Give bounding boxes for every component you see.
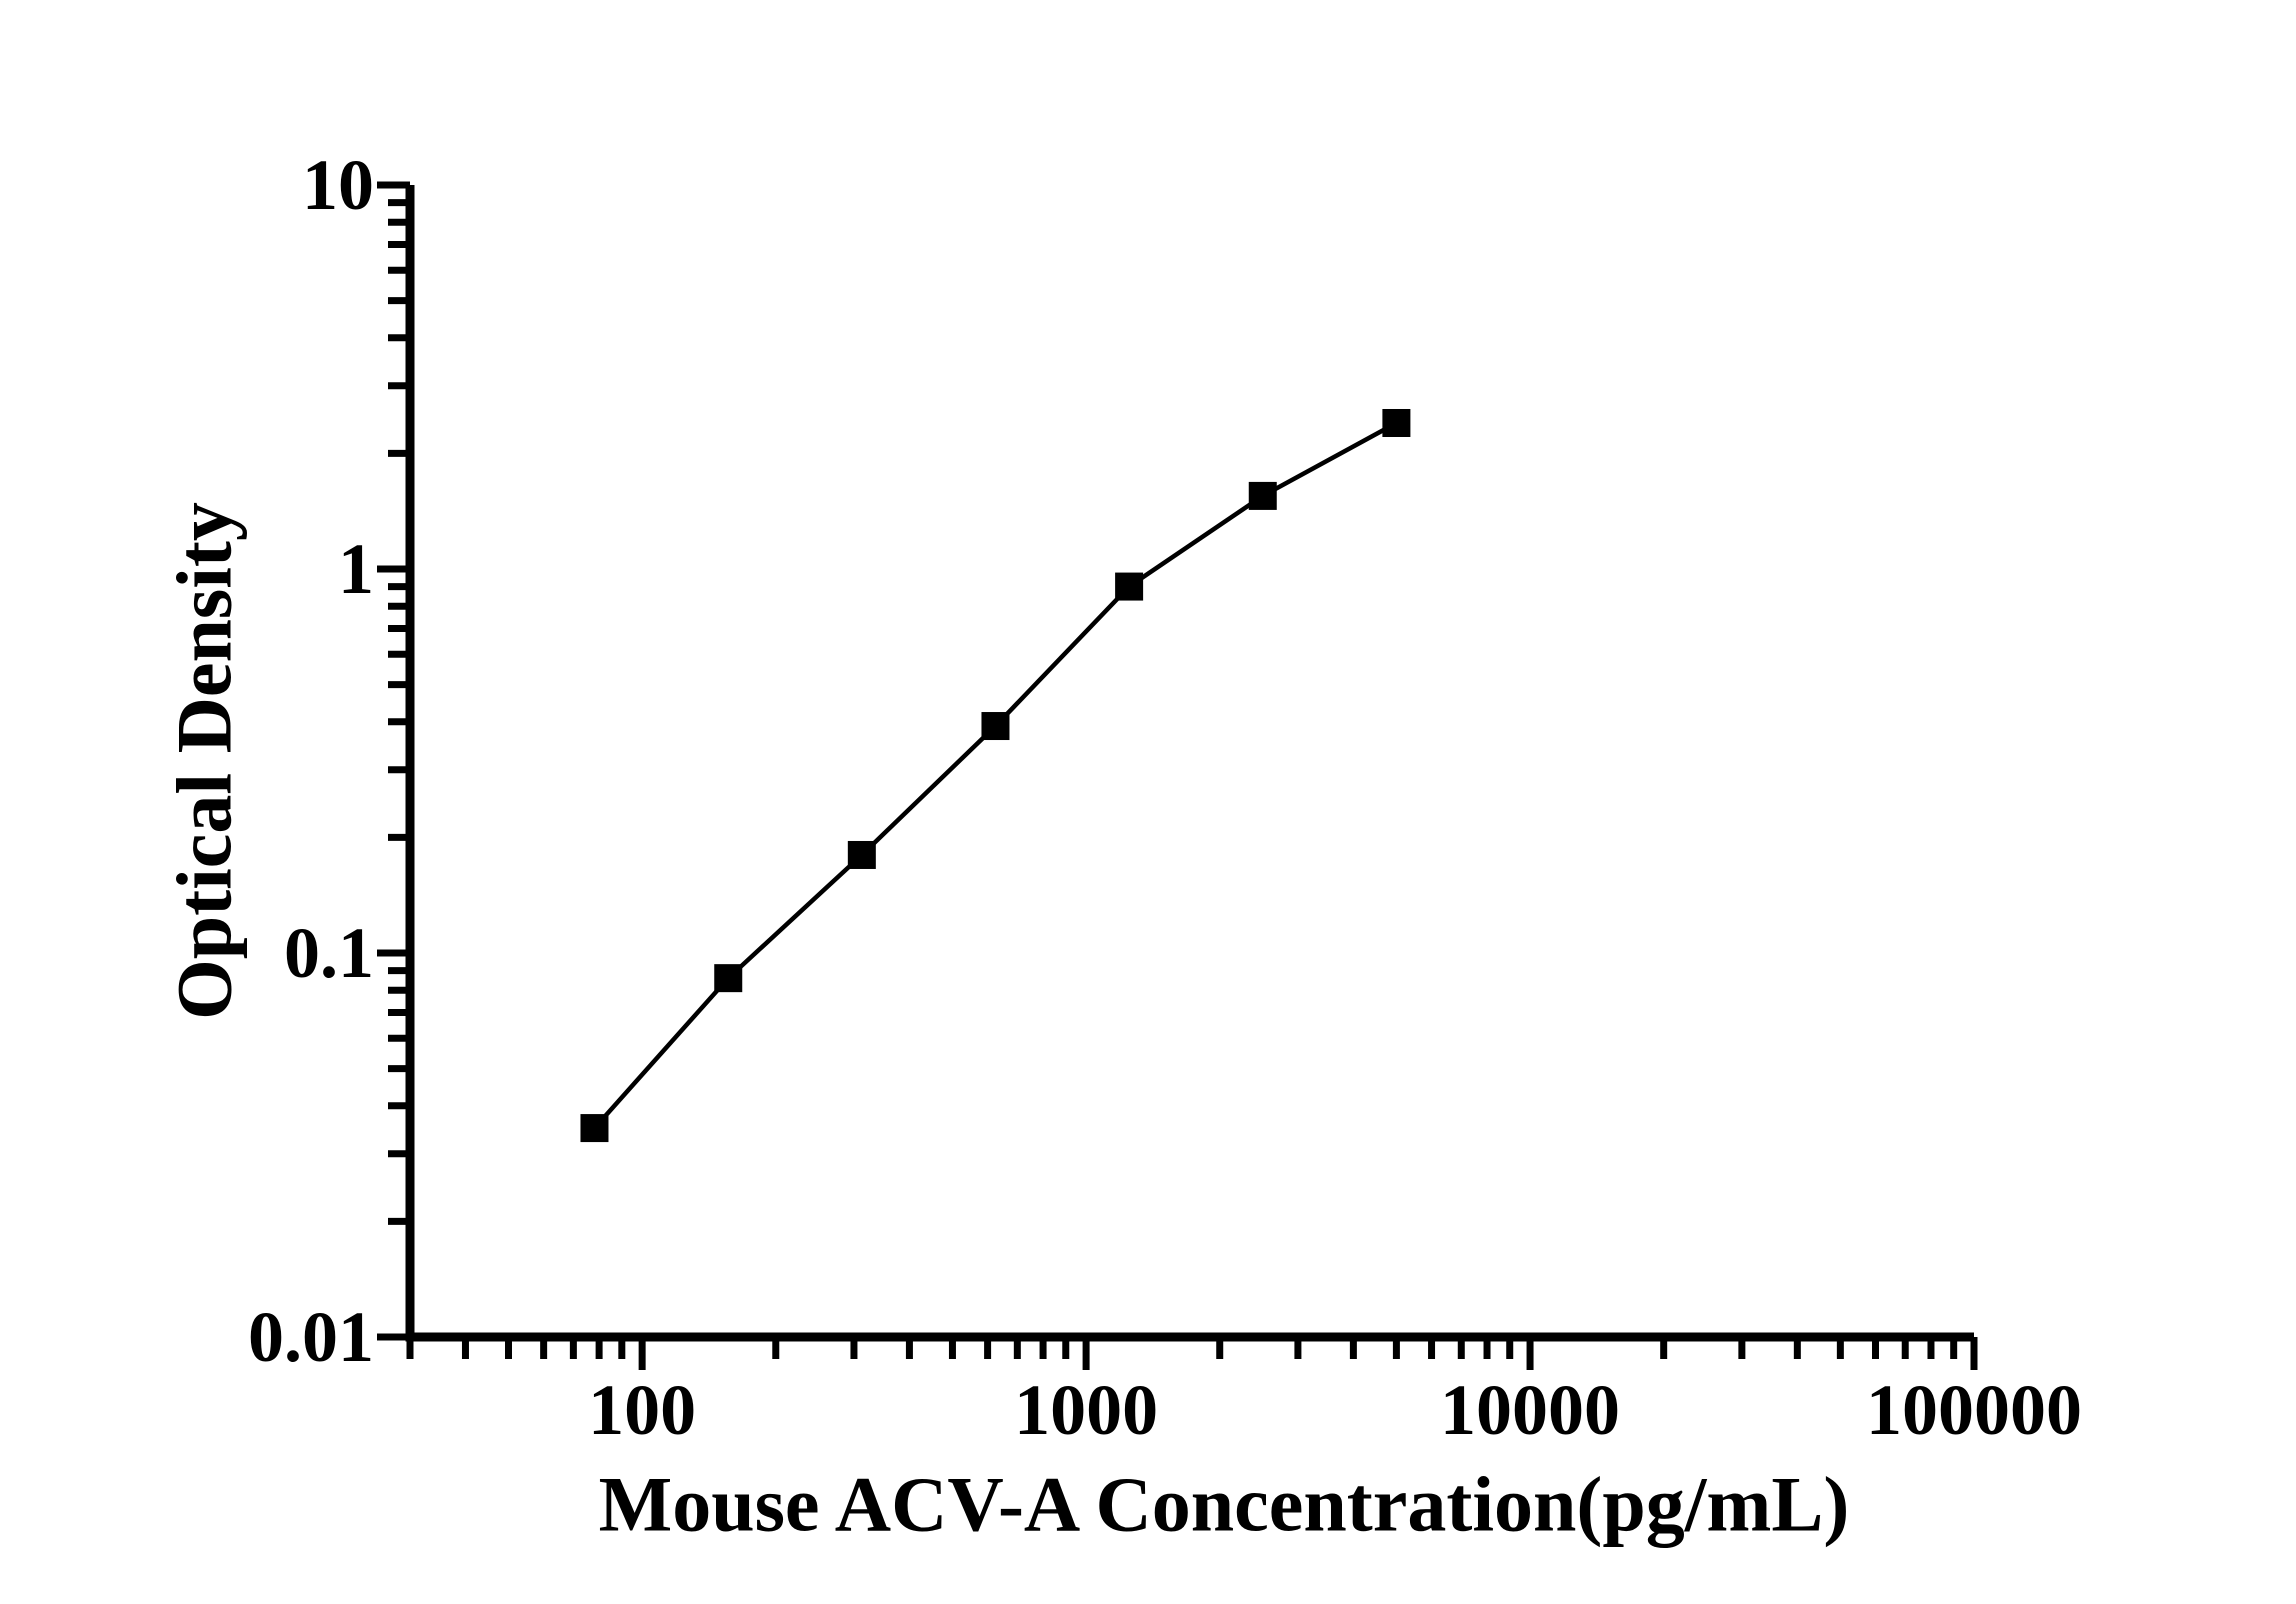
data-point-marker — [981, 712, 1010, 741]
data-point-marker — [1382, 408, 1411, 437]
x-tick-label: 1000 — [1014, 1370, 1158, 1450]
y-tick-label: 1 — [338, 529, 374, 609]
data-point-marker — [847, 840, 876, 869]
data-point-marker — [1248, 481, 1277, 510]
data-point-marker — [1115, 572, 1144, 601]
data-point-marker — [714, 964, 743, 993]
y-tick-label: 10 — [302, 145, 374, 225]
standard-curve-line — [592, 421, 1398, 1130]
y-tick-label: 0.1 — [284, 913, 374, 993]
y-tick-label: 0.01 — [248, 1297, 374, 1377]
x-tick-label: 100 — [588, 1370, 696, 1450]
y-axis-title: Optical Density — [161, 502, 248, 1020]
x-tick-label: 100000 — [1866, 1370, 2082, 1450]
x-axis-title: Mouse ACV-A Concentration(pg/mL) — [599, 1461, 1850, 1548]
data-point-marker — [580, 1114, 609, 1143]
plot-layer: 100 1000 10000 100000 10 1 0.1 0.01 — [248, 145, 2082, 1450]
x-tick-label: 10000 — [1440, 1370, 1620, 1450]
